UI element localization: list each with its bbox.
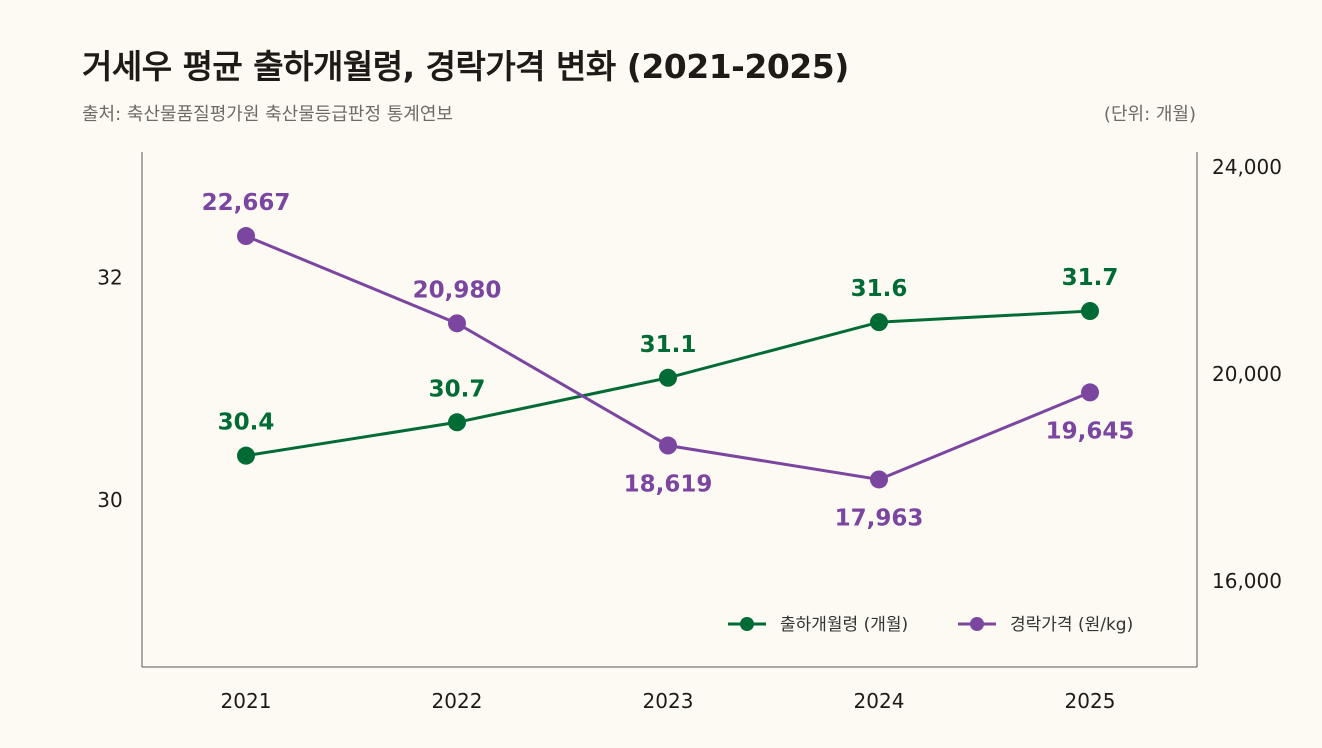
x-tick-label: 2021 bbox=[221, 689, 272, 713]
x-tick-label: 2022 bbox=[432, 689, 483, 713]
data-label: 20,980 bbox=[413, 277, 502, 303]
left-tick-label: 30 bbox=[97, 488, 122, 512]
legend-marker bbox=[970, 617, 984, 631]
data-point bbox=[448, 413, 466, 432]
data-point bbox=[237, 227, 255, 246]
data-label: 17,963 bbox=[835, 505, 924, 531]
legend-label: 경락가격 (원/kg) bbox=[1010, 615, 1133, 635]
x-tick-label: 2023 bbox=[643, 689, 694, 713]
legend-marker bbox=[740, 617, 754, 631]
chart-source: 출처: 축산물품질평가원 축산물등급판정 통계연보 bbox=[82, 104, 453, 125]
data-point bbox=[1081, 383, 1099, 402]
left-tick-label: 32 bbox=[97, 266, 122, 290]
data-label: 22,667 bbox=[202, 190, 291, 216]
right-tick-label: 24,000 bbox=[1212, 155, 1282, 179]
data-point bbox=[1081, 302, 1099, 321]
data-point bbox=[659, 368, 677, 387]
data-point bbox=[659, 436, 677, 455]
data-label: 18,619 bbox=[624, 472, 713, 498]
data-point bbox=[237, 446, 255, 465]
data-label: 31.1 bbox=[640, 332, 697, 358]
chart-title: 거세우 평균 출하개월령, 경락가격 변화 (2021-2025) bbox=[82, 47, 849, 86]
data-label: 30.4 bbox=[218, 410, 275, 436]
x-tick-label: 2025 bbox=[1065, 689, 1116, 713]
data-label: 31.7 bbox=[1062, 265, 1119, 291]
data-point bbox=[870, 470, 888, 489]
right-tick-label: 20,000 bbox=[1212, 362, 1282, 386]
data-label: 31.6 bbox=[851, 276, 908, 302]
data-point bbox=[448, 314, 466, 333]
right-tick-label: 16,000 bbox=[1212, 569, 1282, 593]
data-label: 30.7 bbox=[429, 376, 486, 402]
legend-label: 출하개월령 (개월) bbox=[780, 615, 908, 635]
chart-unit: (단위: 개월) bbox=[1103, 104, 1196, 125]
data-point bbox=[870, 313, 888, 332]
x-tick-label: 2024 bbox=[854, 689, 905, 713]
data-label: 19,645 bbox=[1046, 418, 1135, 444]
